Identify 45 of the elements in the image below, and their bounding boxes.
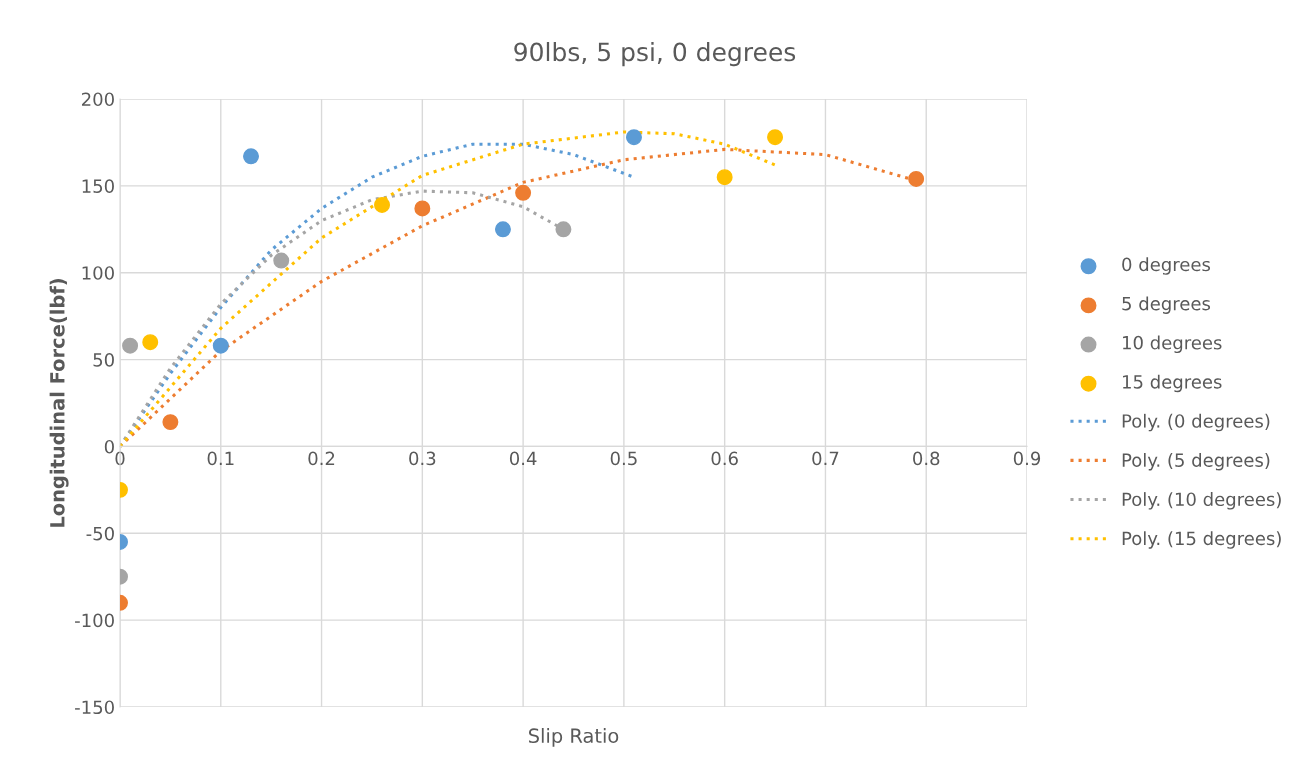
point	[243, 148, 259, 165]
point	[162, 414, 179, 431]
chart-title: 90lbs, 5 psi, 0 degrees	[514, 42, 796, 67]
point	[273, 252, 290, 269]
y-axis-title: Longitudinal Force(lbf)	[49, 279, 69, 527]
x-tick-label: 0.6	[711, 451, 738, 466]
legend-label: 10 degrees	[1123, 335, 1222, 354]
point	[122, 337, 139, 354]
point	[374, 196, 391, 213]
point	[494, 221, 511, 238]
x-tick-label: 0.2	[308, 451, 335, 466]
legend-label: Poly. (10 degrees)	[1122, 492, 1281, 510]
point	[515, 184, 532, 201]
point	[767, 129, 784, 146]
point	[908, 170, 925, 187]
y-tick-label: 150	[82, 179, 114, 193]
y-tick-label: 100	[82, 266, 114, 280]
legend-label: Poly. (0 degrees)	[1122, 413, 1270, 432]
point	[414, 200, 431, 217]
point	[625, 129, 642, 146]
point	[212, 337, 229, 354]
x-axis-title: Slip Ratio	[528, 727, 619, 747]
y-tick-label: 50	[93, 353, 114, 367]
y-tick-label: 0	[104, 439, 114, 454]
legend-label: 5 degrees	[1122, 296, 1211, 314]
legend-label: 0 degrees	[1122, 257, 1211, 275]
y-tick-label: 200	[82, 92, 114, 107]
x-tick-label: 0.5	[610, 451, 637, 466]
legend-label: 15 degrees	[1123, 374, 1222, 393]
x-tick-label: 0	[115, 451, 125, 466]
x-tick-label: 0.1	[207, 451, 234, 466]
point	[555, 221, 572, 238]
x-tick-label: 0.4	[509, 451, 537, 466]
x-tick-label: 0.3	[409, 451, 436, 466]
x-tick-label: 0.8	[913, 451, 940, 466]
y-tick-label: -50	[86, 526, 114, 541]
point	[142, 334, 159, 351]
x-tick-label: 0.9	[1013, 451, 1041, 466]
legend-label: Poly. (15 degrees)	[1122, 531, 1281, 549]
legend-label: Poly. (5 degrees)	[1122, 452, 1270, 471]
point	[716, 169, 733, 186]
x-tick-label: 0.7	[812, 451, 839, 466]
y-tick-label: -150	[75, 700, 114, 715]
y-tick-label: -100	[75, 613, 114, 628]
line-series	[120, 130, 777, 448]
